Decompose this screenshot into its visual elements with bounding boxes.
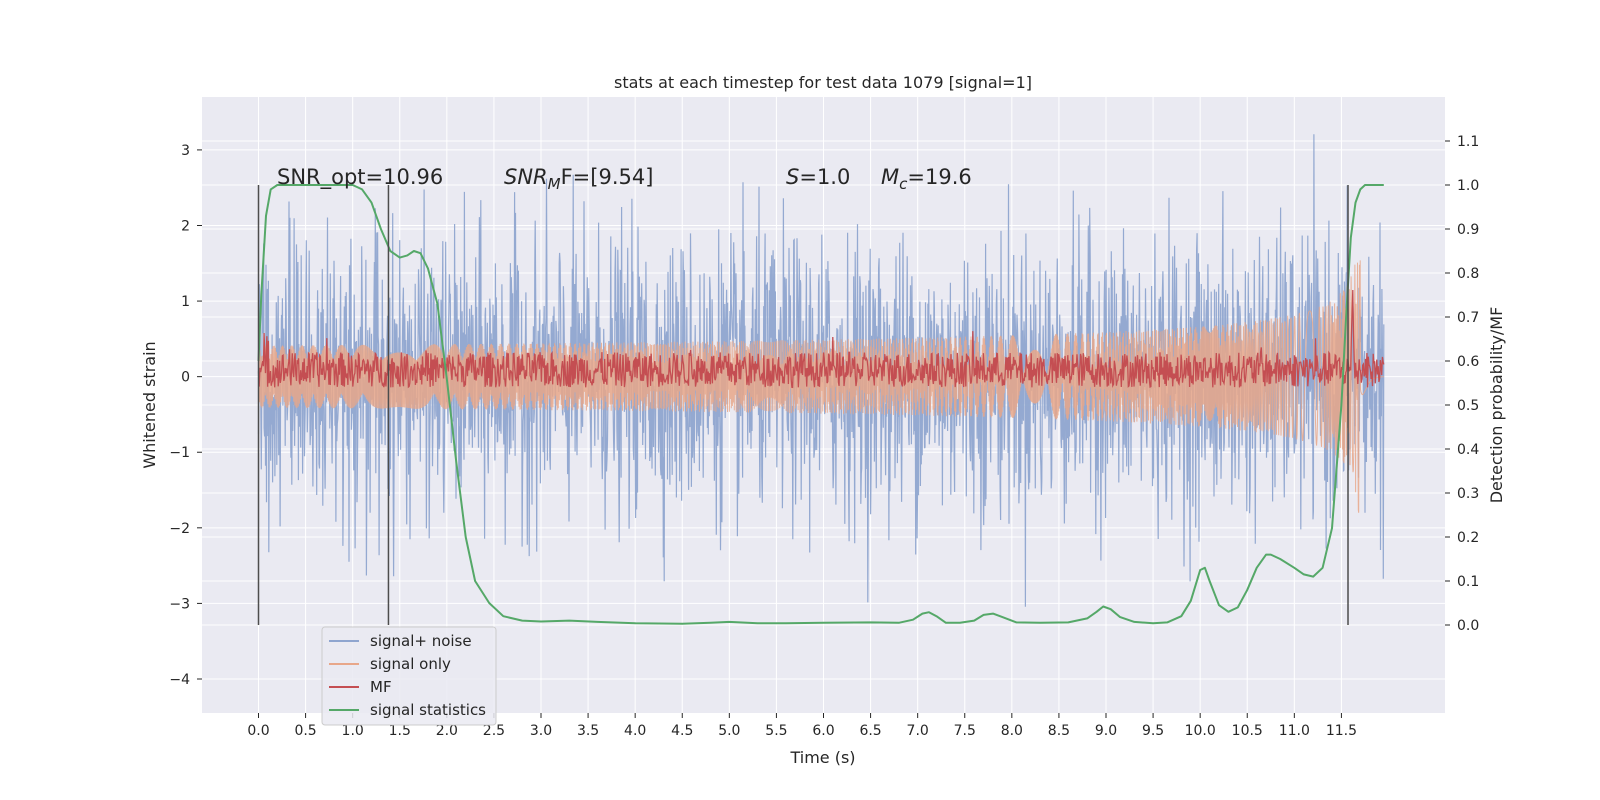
y-right-tick-label-10: 0.1 (1457, 574, 1479, 590)
y-left-tick-label-7: −4 (169, 672, 190, 688)
y-left-tick-label-6: −3 (169, 596, 190, 612)
legend-label-signal-noise: signal+ noise (370, 632, 472, 650)
x-tick-label-0: 0.0 (247, 723, 269, 739)
y-left-tick-label-4: −1 (169, 445, 190, 461)
x-tick-label-12: 6.0 (812, 723, 834, 739)
legend-label-mf: MF (370, 678, 392, 696)
y-right-tick-label-4: 0.7 (1457, 310, 1479, 326)
x-tick-label-17: 8.5 (1048, 723, 1070, 739)
x-tick-label-7: 3.5 (577, 723, 599, 739)
chart-title: stats at each timestep for test data 107… (614, 73, 1032, 92)
y-left-tick-label-3: 0 (181, 370, 190, 386)
snr-mf-annotation: SNRMF=[9.54] (504, 165, 653, 193)
axes-layer: 0.0 0.5 1.0 1.5 2.0 2.5 3.0 3.5 4.0 4.5 5.0 5.5 6.0 6… (169, 134, 1479, 739)
s-value: =1.0 (799, 165, 850, 189)
y-right-tick-label-3: 0.8 (1457, 266, 1479, 282)
y-right-tick-label-9: 0.2 (1457, 530, 1479, 546)
mc-annotation: Mc=19.6 (881, 165, 972, 193)
mc-symbol: M (881, 165, 899, 189)
x-tick-label-11: 5.5 (765, 723, 787, 739)
y-right-tick-label-1: 1.0 (1457, 178, 1479, 194)
x-tick-label-23: 11.5 (1326, 723, 1357, 739)
x-tick-label-19: 9.5 (1142, 723, 1164, 739)
x-tick-label-9: 4.5 (671, 723, 693, 739)
x-tick-label-5: 2.5 (483, 723, 505, 739)
series-signal-statistics (257, 184, 1384, 625)
y-right-tick-label-11: 0.0 (1457, 618, 1479, 634)
x-tick-label-10: 5.0 (718, 723, 740, 739)
x-axis-label: Time (s) (789, 748, 855, 767)
legend-label-signal-only: signal only (370, 655, 451, 673)
x-tick-label-21: 10.5 (1232, 723, 1263, 739)
y-left-tick-label-2: 1 (181, 294, 190, 310)
mc-value: =19.6 (907, 165, 971, 189)
x-tick-label-8: 4.0 (624, 723, 646, 739)
s-symbol: S (786, 165, 799, 189)
y-right-tick-label-6: 0.5 (1457, 398, 1479, 414)
series-signal-only (258, 260, 1384, 513)
y-right-tick-label-8: 0.3 (1457, 486, 1479, 502)
y-axis-label-right: Detection probability/MF (1487, 307, 1506, 504)
y-right-tick-label-2: 0.9 (1457, 222, 1479, 238)
legend-label-signal-statistics: signal statistics (370, 701, 486, 719)
y-right-tick-label-0: 1.1 (1457, 134, 1479, 150)
x-tick-label-16: 8.0 (1001, 723, 1023, 739)
x-tick-label-22: 11.0 (1279, 723, 1310, 739)
mc-subscript: c (899, 175, 908, 193)
x-tick-label-4: 2.0 (436, 723, 458, 739)
x-tick-label-14: 7.0 (907, 723, 929, 739)
s-annotation: S=1.0 (786, 165, 850, 189)
x-tick-label-13: 6.5 (859, 723, 881, 739)
snr-opt-annotation: SNR_opt=10.96 (277, 165, 443, 190)
x-tick-label-2: 1.0 (342, 723, 364, 739)
y-left-tick-label-5: −2 (169, 521, 190, 537)
y-left-tick-label-1: 2 (181, 218, 190, 234)
data-layer (257, 134, 1385, 625)
x-tick-label-18: 9.0 (1095, 723, 1117, 739)
snr-mf-subscript: M (548, 175, 561, 193)
legend: signal+ noise signal only MF signal stat… (321, 626, 497, 726)
y-axis-label-left: Whitened strain (140, 341, 159, 468)
x-tick-label-6: 3.0 (530, 723, 552, 739)
x-tick-label-3: 1.5 (389, 723, 411, 739)
snr-mf-value: F=[9.54] (561, 165, 654, 189)
x-tick-label-20: 10.0 (1185, 723, 1216, 739)
x-tick-label-1: 0.5 (294, 723, 316, 739)
legend-box (321, 626, 497, 726)
y-right-tick-label-5: 0.6 (1457, 354, 1479, 370)
y-left-tick-label-0: 3 (181, 143, 190, 159)
snr-mf-symbol: SNR (504, 165, 548, 189)
x-tick-label-15: 7.5 (954, 723, 976, 739)
y-right-tick-label-7: 0.4 (1457, 442, 1479, 458)
